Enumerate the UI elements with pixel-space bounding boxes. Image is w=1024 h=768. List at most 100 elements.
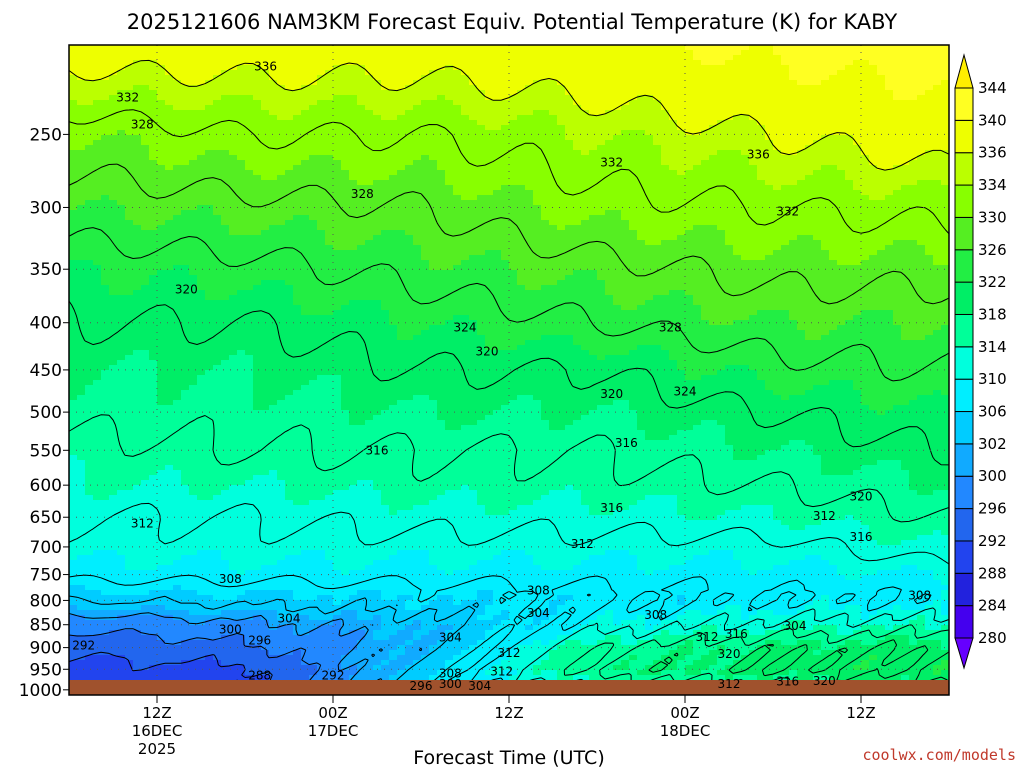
field-cell: [749, 110, 758, 116]
field-cell: [669, 175, 678, 181]
field-cell: [813, 100, 822, 106]
field-cell: [501, 100, 510, 106]
field-cell: [325, 125, 334, 131]
field-cell: [661, 55, 670, 61]
field-cell: [677, 125, 686, 131]
field-cell: [149, 155, 158, 161]
field-cell: [733, 165, 742, 171]
field-cell: [525, 145, 534, 151]
field-cell: [309, 60, 318, 66]
field-cell: [389, 240, 398, 246]
field-cell: [917, 110, 926, 116]
field-cell: [877, 75, 886, 81]
field-cell: [85, 140, 94, 146]
field-cell: [413, 80, 422, 86]
field-cell: [357, 255, 366, 261]
field-cell: [797, 60, 806, 66]
field-cell: [317, 215, 326, 221]
field-cell: [285, 220, 294, 226]
field-cell: [197, 185, 206, 191]
field-cell: [541, 180, 550, 186]
field-cell: [869, 245, 878, 251]
field-cell: [493, 100, 502, 106]
field-cell: [613, 160, 622, 166]
field-cell: [125, 145, 134, 151]
field-cell: [709, 140, 718, 146]
field-cell: [613, 55, 622, 61]
field-cell: [605, 200, 614, 206]
field-cell: [597, 85, 606, 91]
field-cell: [165, 245, 174, 251]
field-cell: [581, 110, 590, 116]
field-cell: [541, 260, 550, 266]
field-cell: [541, 130, 550, 136]
field-cell: [885, 165, 894, 171]
field-cell: [493, 160, 502, 166]
field-cell: [173, 50, 182, 56]
field-cell: [693, 110, 702, 116]
field-cell: [317, 105, 326, 111]
field-cell: [773, 210, 782, 216]
field-cell: [165, 130, 174, 136]
field-cell: [581, 195, 590, 201]
field-cell: [85, 155, 94, 161]
field-cell: [509, 240, 518, 246]
field-cell: [333, 145, 342, 151]
field-cell: [381, 145, 390, 151]
field-cell: [829, 235, 838, 241]
field-cell: [261, 220, 270, 226]
field-cell: [429, 95, 438, 101]
field-cell: [877, 265, 886, 271]
field-cell: [69, 230, 78, 236]
field-cell: [789, 70, 798, 76]
field-cell: [253, 250, 262, 256]
field-cell: [781, 155, 790, 161]
field-cell: [405, 205, 414, 211]
field-cell: [245, 215, 254, 221]
field-cell: [349, 185, 358, 191]
field-cell: [173, 80, 182, 86]
field-cell: [693, 185, 702, 191]
field-cell: [741, 200, 750, 206]
field-cell: [925, 245, 934, 251]
field-cell: [821, 240, 830, 246]
field-cell: [469, 245, 478, 251]
field-cell: [357, 230, 366, 236]
field-cell: [157, 120, 166, 126]
field-cell: [317, 190, 326, 196]
field-cell: [869, 80, 878, 86]
field-cell: [485, 250, 494, 256]
field-cell: [357, 165, 366, 171]
field-cell: [621, 60, 630, 66]
field-cell: [677, 195, 686, 201]
field-cell: [165, 65, 174, 71]
field-cell: [397, 125, 406, 131]
field-cell: [293, 45, 302, 51]
field-cell: [77, 240, 86, 246]
field-cell: [357, 120, 366, 126]
field-cell: [405, 255, 414, 261]
field-cell: [381, 45, 390, 51]
field-cell: [381, 90, 390, 96]
field-cell: [605, 165, 614, 171]
field-cell: [909, 145, 918, 151]
field-cell: [125, 155, 134, 161]
field-cell: [373, 75, 382, 81]
field-cell: [621, 65, 630, 71]
field-cell: [909, 225, 918, 231]
field-cell: [181, 115, 190, 121]
field-cell: [453, 85, 462, 91]
field-cell: [749, 160, 758, 166]
field-cell: [909, 65, 918, 71]
field-cell: [613, 140, 622, 146]
field-cell: [501, 105, 510, 111]
field-cell: [493, 95, 502, 101]
field-cell: [197, 70, 206, 76]
field-cell: [197, 95, 206, 101]
field-cell: [429, 125, 438, 131]
field-cell: [317, 270, 326, 276]
field-cell: [461, 70, 470, 76]
field-cell: [437, 95, 446, 101]
field-cell: [357, 110, 366, 116]
field-cell: [621, 75, 630, 81]
